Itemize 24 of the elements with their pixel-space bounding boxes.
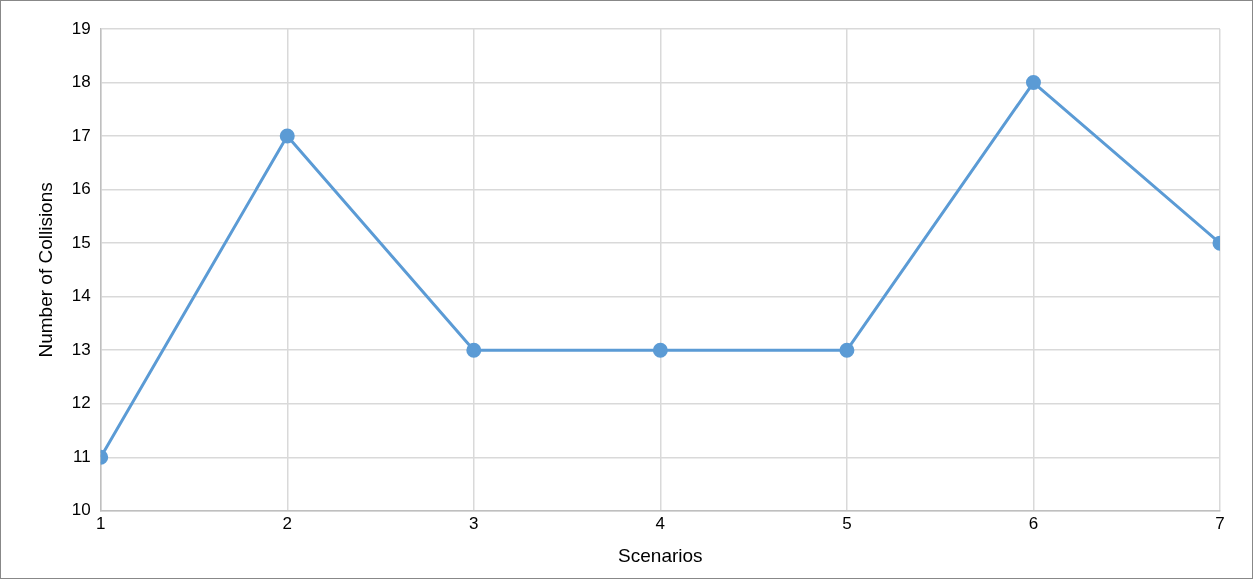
y-tick-label: 13 [71,339,91,359]
y-tick-label: 12 [71,393,91,413]
x-axis-title: Scenarios [618,544,703,566]
x-tick-label: 2 [282,513,292,533]
point [839,342,855,358]
y-tick-label: 18 [71,72,91,92]
point [1025,75,1041,91]
x-tick-label: 6 [1028,513,1039,533]
y-tick-label: 16 [71,179,91,199]
y-tick-label: 11 [73,446,91,466]
x-tick-label: 4 [655,513,666,533]
x-tick-label: 5 [842,513,852,533]
x-tick-label: 1 [95,513,106,533]
y-tick-label: 19 [71,18,91,38]
point [279,128,295,144]
y-tick-label: 17 [71,125,91,145]
y-tick-label: 15 [71,232,91,252]
point [466,342,482,358]
y-tick-label: 14 [71,286,91,306]
y-tick-label: 10 [71,500,91,520]
x-tick-label: 7 [1215,513,1225,533]
y-axis-title: Number of Collisions [34,182,56,358]
point [652,342,668,358]
x-tick-label: 3 [469,513,479,533]
